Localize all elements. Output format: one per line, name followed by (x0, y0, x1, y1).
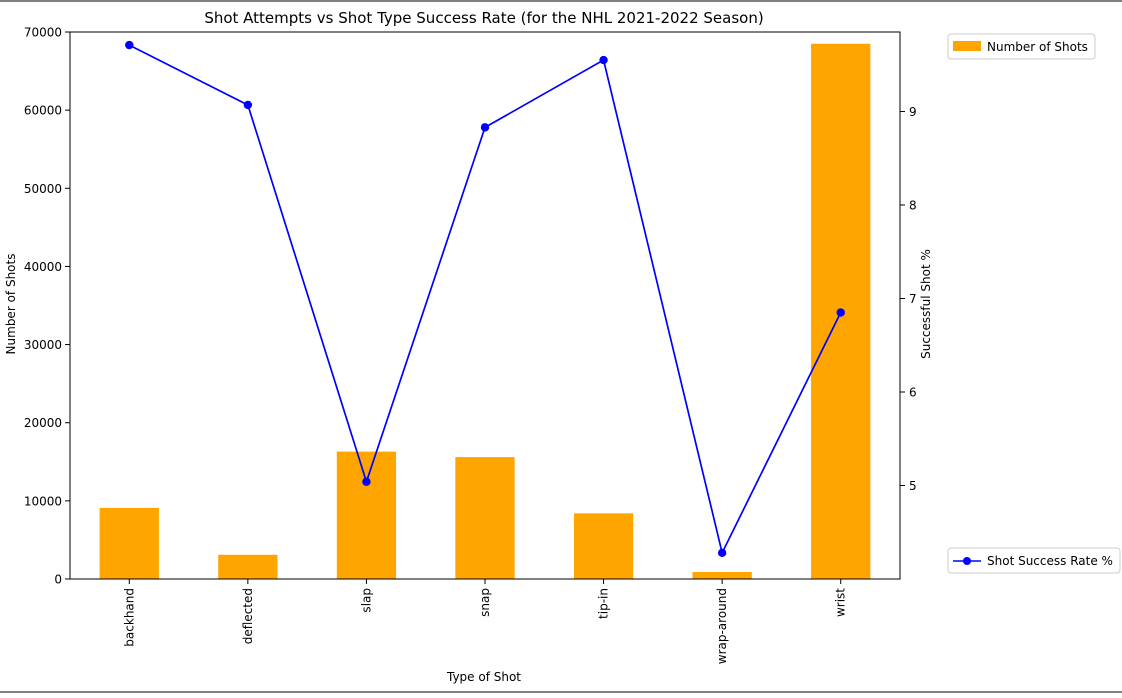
y-left-tick-label: 20000 (24, 416, 62, 430)
y-right-tick-label: 8 (909, 198, 917, 212)
bar-snap (455, 457, 515, 579)
point-slap (362, 477, 371, 486)
y-left-tick-label: 0 (54, 573, 62, 587)
y-right-tick-label: 7 (909, 292, 917, 306)
point-backhand (125, 40, 134, 50)
bar-tip-in (573, 513, 634, 579)
y-right-tick-label: 6 (909, 385, 917, 399)
legend-line-marker (963, 557, 971, 565)
point-wrist (836, 308, 845, 317)
axes-layer: 0 10000 20000 30000 40000 50000 60000 70000 5 6 7 8… (24, 26, 917, 665)
y-right-tick-label: 9 (909, 105, 917, 119)
y-left-tick-label: 30000 (24, 338, 62, 352)
y-axis-right-label: Successful Shot % (919, 249, 933, 359)
x-tick-label-slap: slap (359, 588, 373, 613)
legend-line-label: Shot Success Rate % (987, 554, 1113, 568)
line-layer (125, 40, 845, 558)
point-snap (480, 123, 490, 132)
point-wrap-around (717, 548, 727, 558)
x-tick-label-backhand: backhand (122, 588, 136, 647)
point-tip-in (599, 55, 608, 65)
bars-layer (99, 43, 871, 579)
chart-title: Shot Attempts vs Shot Type Success Rate … (204, 9, 763, 27)
y-axis-left-label: Number of Shots (4, 254, 18, 355)
x-tick-label-wrap-around: wrap-around (715, 588, 729, 664)
bar-deflected (218, 554, 278, 579)
legend-shot-success-rate: Shot Success Rate % (947, 547, 1121, 574)
x-tick-label-wrist: wrist (834, 588, 848, 617)
y-right-tick-label: 5 (909, 479, 917, 493)
x-tick-label-snap: snap (478, 588, 492, 617)
y-left-tick-label: 40000 (24, 260, 62, 274)
y-left-tick-label: 10000 (24, 494, 62, 508)
point-deflected (243, 100, 253, 110)
x-tick-label-tip-in: tip-in (597, 588, 611, 619)
x-tick-label-deflected: deflected (241, 588, 255, 644)
y-left-tick-label: 60000 (24, 104, 62, 118)
legend-bar-label: Number of Shots (987, 40, 1088, 54)
y-left-tick-label: 50000 (24, 182, 62, 196)
y-left-tick-label: 70000 (24, 26, 62, 40)
legend-bar-swatch (953, 41, 981, 51)
legend-number-of-shots: Number of Shots (947, 33, 1096, 60)
bar-slap (336, 451, 397, 579)
bar-wrap-around (692, 571, 752, 579)
bar-backhand (99, 507, 159, 579)
x-axis-label: Type of Shot (446, 670, 521, 684)
